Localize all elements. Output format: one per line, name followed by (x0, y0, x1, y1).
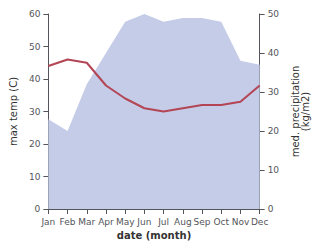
svg-text:Jan: Jan (40, 217, 55, 227)
svg-text:0: 0 (268, 204, 274, 214)
svg-text:Dec: Dec (251, 217, 268, 227)
svg-text:Sep: Sep (194, 217, 211, 227)
svg-text:Apr: Apr (98, 217, 114, 227)
svg-text:Mar: Mar (78, 217, 95, 227)
svg-text:10: 10 (29, 172, 41, 182)
svg-text:date (month): date (month) (117, 230, 191, 241)
svg-text:Aug: Aug (174, 217, 192, 227)
svg-text:May: May (116, 217, 135, 227)
svg-text:30: 30 (29, 107, 41, 117)
svg-text:med. precipitation: med. precipitation (289, 65, 301, 158)
svg-text:50: 50 (29, 42, 41, 52)
svg-text:60: 60 (29, 9, 41, 19)
svg-text:Nov: Nov (232, 217, 250, 227)
svg-text:Oct: Oct (213, 217, 229, 227)
svg-text:40: 40 (29, 74, 41, 84)
svg-text:max temp (C): max temp (C) (8, 77, 19, 146)
svg-text:50: 50 (268, 9, 280, 19)
svg-text:20: 20 (268, 126, 280, 136)
svg-text:Jul: Jul (157, 217, 169, 227)
svg-text:40: 40 (268, 48, 280, 58)
svg-text:0: 0 (35, 204, 41, 214)
svg-text:Feb: Feb (60, 217, 76, 227)
svg-text:Jun: Jun (136, 217, 151, 227)
svg-text:20: 20 (29, 139, 41, 149)
svg-text:30: 30 (268, 87, 280, 97)
svg-text:(kg/m2): (kg/m2) (300, 92, 311, 132)
svg-text:10: 10 (268, 165, 280, 175)
